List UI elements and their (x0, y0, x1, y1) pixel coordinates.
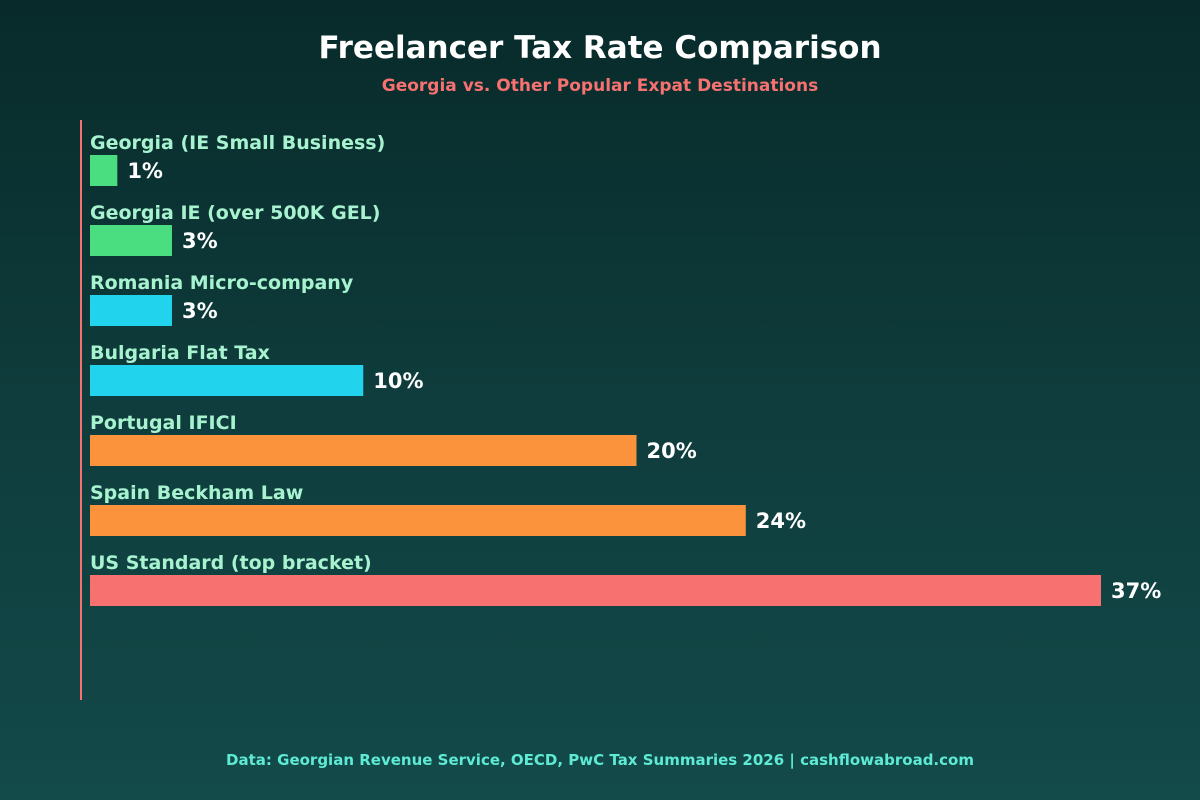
category-label: Spain Beckham Law (90, 482, 303, 504)
value-label: 10% (373, 369, 423, 393)
bar (90, 365, 364, 396)
category-label: Georgia (IE Small Business) (90, 132, 385, 154)
value-label: 24% (756, 509, 806, 533)
chart-title: Freelancer Tax Rate Comparison (318, 30, 882, 66)
category-label: Georgia IE (over 500K GEL) (90, 202, 380, 224)
category-label: Portugal IFICI (90, 412, 237, 434)
bar (90, 435, 637, 466)
category-label: Bulgaria Flat Tax (90, 342, 270, 364)
bar (90, 575, 1101, 606)
bar (90, 225, 172, 256)
bar (90, 295, 172, 326)
bar (90, 505, 746, 536)
value-label: 3% (182, 229, 218, 253)
bar (90, 155, 118, 186)
category-label: US Standard (top bracket) (90, 552, 372, 574)
source-footer: Data: Georgian Revenue Service, OECD, Pw… (226, 751, 974, 769)
value-label: 1% (127, 159, 163, 183)
bars-group: Georgia (IE Small Business) 1% Georgia IE … (90, 132, 1161, 606)
value-label: 37% (1111, 579, 1161, 603)
value-label: 20% (646, 439, 696, 463)
chart-subtitle: Georgia vs. Other Popular Expat Destinat… (381, 76, 819, 96)
value-label: 3% (182, 299, 218, 323)
category-label: Romania Micro-company (90, 272, 354, 294)
